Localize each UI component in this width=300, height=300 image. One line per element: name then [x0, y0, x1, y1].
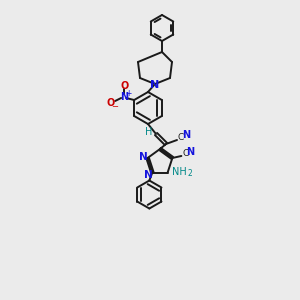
- Text: C: C: [182, 149, 188, 158]
- Text: +: +: [125, 88, 131, 98]
- Text: −: −: [111, 103, 118, 112]
- Text: O: O: [106, 98, 114, 108]
- Text: 2: 2: [187, 169, 192, 178]
- Text: N: N: [182, 130, 190, 140]
- Text: NH: NH: [172, 167, 187, 176]
- Text: O: O: [120, 81, 128, 91]
- Text: N: N: [139, 152, 148, 162]
- Text: N: N: [150, 80, 160, 90]
- Text: N: N: [120, 92, 128, 102]
- Text: N: N: [186, 147, 194, 157]
- Text: H: H: [145, 127, 153, 137]
- Text: C: C: [178, 133, 184, 142]
- Text: N: N: [144, 169, 153, 179]
